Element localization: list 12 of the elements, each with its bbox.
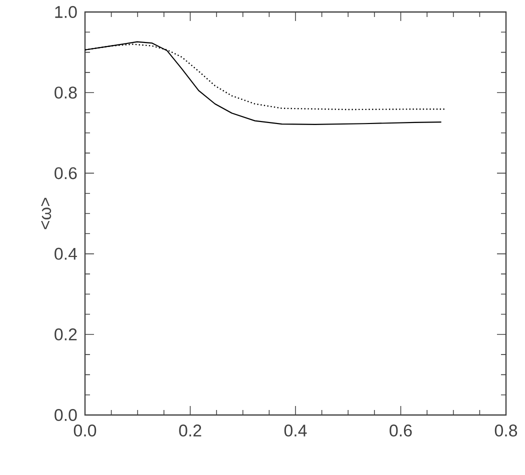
x-tick-label: 0.2: [179, 424, 202, 437]
x-tick-label: 0.6: [390, 424, 412, 437]
y-tick-label: 0.0: [54, 409, 77, 422]
y-tick-label: 0.6: [54, 167, 77, 180]
y-axis-title: <ω>: [41, 198, 52, 230]
y-tick-label: 0.4: [54, 248, 77, 260]
x-tick-label: 0.8: [494, 424, 518, 437]
x-tick-label: 0.4: [284, 424, 307, 437]
y-tick-label: 0.2: [54, 328, 77, 340]
x-tick-label: 0.0: [74, 424, 96, 437]
y-tick-label: 1.0: [55, 6, 77, 18]
y-tick-label: 0.8: [54, 86, 77, 99]
